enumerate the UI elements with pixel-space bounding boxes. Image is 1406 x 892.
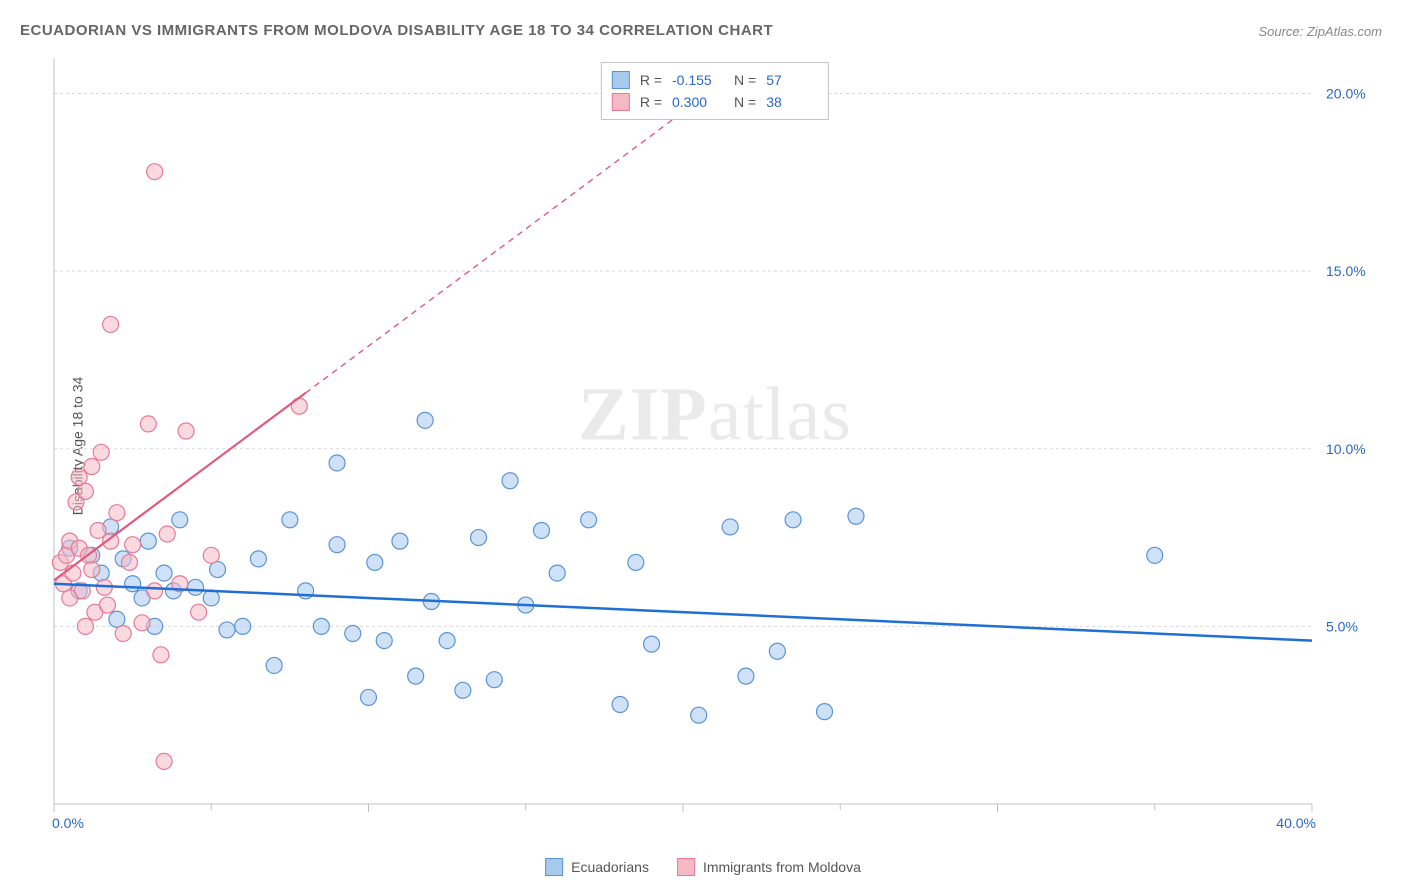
- stat-n-label: N =: [734, 72, 756, 88]
- legend-label: Immigrants from Moldova: [703, 859, 861, 875]
- bottom-legend: Ecuadorians Immigrants from Moldova: [545, 858, 861, 876]
- chart-title: ECUADORIAN VS IMMIGRANTS FROM MOLDOVA DI…: [20, 22, 773, 39]
- series-swatch: [612, 93, 630, 111]
- stat-r-value: -0.155: [672, 72, 724, 88]
- source-label: Source: ZipAtlas.com: [1258, 24, 1382, 39]
- svg-text:10.0%: 10.0%: [1326, 441, 1366, 457]
- stat-n-value: 57: [766, 72, 818, 88]
- legend-swatch: [677, 858, 695, 876]
- stat-r-label: R =: [640, 94, 662, 110]
- scatter-plot-svg: 5.0% 10.0% 15.0% 20.0% 0.0% 40.0%: [48, 58, 1382, 834]
- stat-r-label: R =: [640, 72, 662, 88]
- stat-n-value: 38: [766, 94, 818, 110]
- stat-r-value: 0.300: [672, 94, 724, 110]
- stat-n-label: N =: [734, 94, 756, 110]
- chart-container: ECUADORIAN VS IMMIGRANTS FROM MOLDOVA DI…: [0, 0, 1406, 892]
- svg-text:40.0%: 40.0%: [1276, 815, 1316, 831]
- svg-text:0.0%: 0.0%: [52, 815, 84, 831]
- legend-swatch: [545, 858, 563, 876]
- svg-text:20.0%: 20.0%: [1326, 86, 1366, 102]
- plot-area: Disability Age 18 to 34 5.0%10.0%15.0%20…: [48, 58, 1382, 834]
- svg-text:5.0%: 5.0%: [1326, 618, 1358, 634]
- legend-label: Ecuadorians: [571, 859, 649, 875]
- legend-item: Immigrants from Moldova: [677, 858, 861, 876]
- stats-row: R = -0.155 N = 57: [612, 69, 818, 91]
- series-swatch: [612, 71, 630, 89]
- legend-item: Ecuadorians: [545, 858, 649, 876]
- stats-legend-box: R = -0.155 N = 57 R = 0.300 N = 38: [601, 62, 829, 120]
- svg-text:15.0%: 15.0%: [1326, 263, 1366, 279]
- stats-row: R = 0.300 N = 38: [612, 91, 818, 113]
